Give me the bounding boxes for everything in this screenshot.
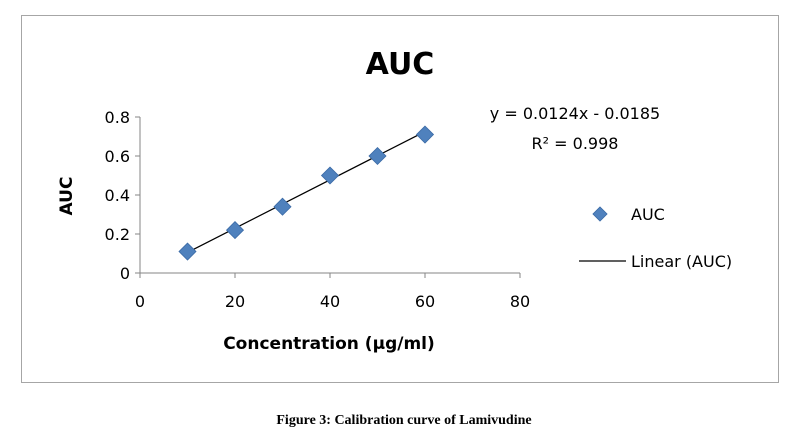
data-point — [178, 242, 197, 261]
r-squared-label: R² = 0.998 — [532, 134, 619, 153]
data-point — [368, 146, 387, 166]
x-tick-label: 20 — [225, 292, 245, 311]
y-tick-label: 0.6 — [105, 147, 130, 166]
x-tick-label: 60 — [415, 292, 435, 311]
trendline-equation: y = 0.0124x - 0.0185 — [490, 104, 660, 123]
legend: AUC Linear (AUC) — [579, 205, 732, 271]
chart-title: AUC — [366, 47, 435, 82]
data-point — [273, 197, 292, 216]
y-axis-label: AUC — [57, 177, 77, 216]
legend-label-trendline: Linear (AUC) — [631, 252, 732, 271]
trendline — [187, 130, 426, 254]
y-tick-label: 0 — [120, 264, 130, 283]
x-axis-label: Concentration (µg/ml) — [223, 334, 435, 354]
y-tick-label: 0.2 — [105, 225, 130, 244]
x-tick-label: 80 — [510, 292, 530, 311]
figure-caption: Figure 3: Calibration curve of Lamivudin… — [276, 413, 532, 428]
x-tick-label: 40 — [320, 292, 340, 311]
data-points — [178, 125, 435, 261]
legend-label-series: AUC — [631, 205, 665, 224]
chart-frame: AUC AUC Concentration (µg/ml) 0 0.2 0.4 0.6… — [21, 15, 779, 383]
chart-svg: AUC AUC Concentration (µg/ml) 0 0.2 0.4 0.6… — [57, 47, 732, 354]
y-tick-label: 0.8 — [105, 108, 130, 127]
y-tick-label: 0.4 — [105, 186, 130, 205]
axes: 0 0.2 0.4 0.6 0.8 0 20 40 60 80 — [105, 108, 531, 311]
x-tick-label: 0 — [135, 292, 145, 311]
trendline-layer — [187, 130, 426, 254]
data-point — [225, 221, 245, 240]
data-point — [320, 166, 340, 185]
legend-marker-diamond — [592, 206, 608, 222]
data-point — [415, 125, 435, 144]
